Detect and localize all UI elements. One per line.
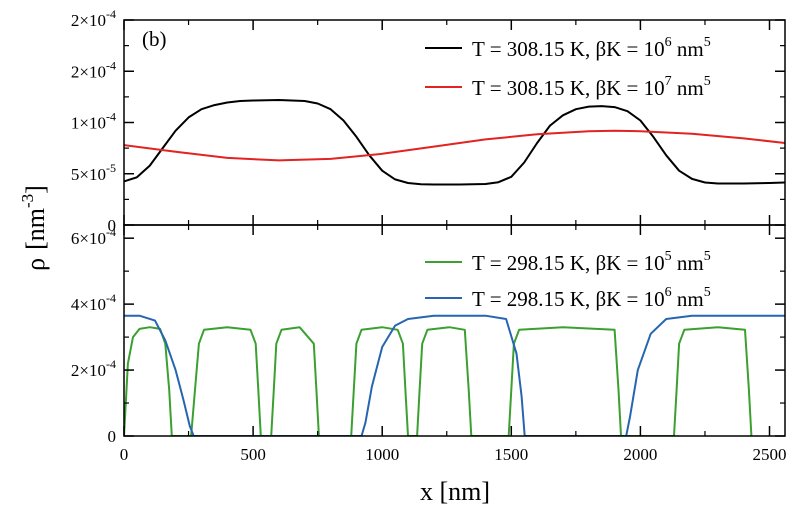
series-line-top-0 [124,99,785,186]
ytick-label-top-3: 2×10-4 [71,58,116,81]
legend-label-bottom-0: T = 298.15 K, βK = 105 nm5 [472,249,711,275]
xtick-label-1: 500 [240,445,266,464]
series-line-bottom-0 [124,326,753,436]
ytick-label-bottom-3: 6×10-4 [71,225,116,248]
axis-text: 0 5×10-5 1×10-4 2×10-4 2×10-4 0 2×10-4 4×10-4 6×… [71,7,787,464]
ytick-label-bottom-0: 0 [108,427,117,446]
bottom-legend: T = 298.15 K, βK = 105 nm5 T = 298.15 K,… [425,249,711,311]
xtick-label-0: 0 [120,445,129,464]
x-axis-label: x [nm] [420,477,490,506]
legend-label-top-1: T = 308.15 K, βK = 107 nm5 [472,74,711,100]
y-axis-label: ρ[nm-3] [18,185,50,271]
ytick-label-top-2: 1×10-4 [71,110,116,133]
xtick-label-3: 1500 [494,445,528,464]
axes [123,19,786,437]
bottom-panel-series [124,314,785,436]
xtick-label-5: 2500 [753,445,787,464]
ytick-label-top-0: 0 [108,216,117,235]
top-legend: T = 308.15 K, βK = 106 nm5 T = 308.15 K,… [425,35,711,100]
xtick-label-4: 2000 [623,445,657,464]
legend-label-bottom-1: T = 298.15 K, βK = 106 nm5 [472,285,711,311]
ytick-label-top-1: 5×10-5 [71,161,116,184]
legend-label-top-0: T = 308.15 K, βK = 106 nm5 [472,35,711,61]
ytick-label-bottom-2: 4×10-4 [71,291,116,314]
plot-frame-bottom [123,224,786,437]
ytick-label-bottom-1: 2×10-4 [71,357,116,380]
ytick-label-top-4: 2×10-4 [71,7,116,30]
xtick-label-2: 1000 [365,445,399,464]
series-line-top-1 [124,129,785,162]
panel-label-b: (b) [142,27,167,51]
top-panel-series [124,99,785,186]
series-line-bottom-1 [124,314,785,436]
